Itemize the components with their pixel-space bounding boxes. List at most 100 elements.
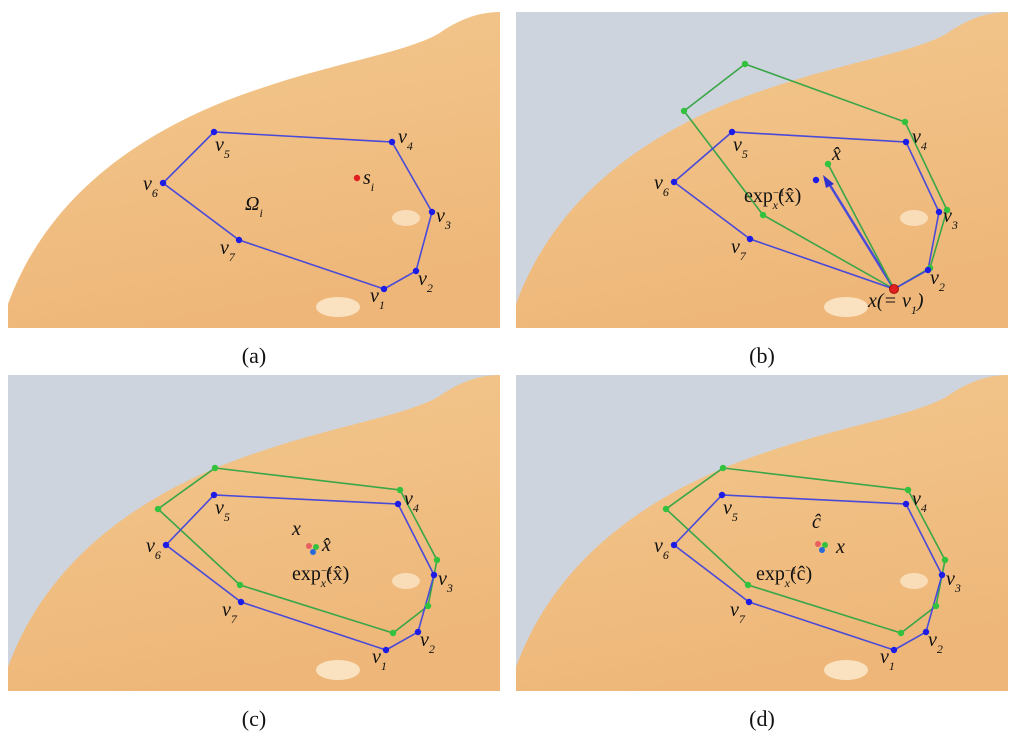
label-subscript: 6	[663, 548, 669, 562]
label-text: v	[654, 535, 663, 557]
label: x̂	[321, 534, 331, 556]
blue-vertex	[395, 501, 401, 507]
sample-point	[354, 175, 360, 181]
label-text: v	[928, 629, 937, 651]
label-subscript: 4	[921, 139, 927, 153]
label-text: v	[404, 488, 413, 510]
green-vertex	[434, 557, 440, 563]
blue-vertex	[936, 209, 942, 215]
label-text: v	[438, 568, 447, 590]
caption: (d)	[749, 706, 775, 731]
blue-vertex	[381, 286, 387, 292]
label-text: (x̂)	[326, 563, 349, 585]
label-text: x(= v	[867, 290, 911, 312]
label-text: exp	[744, 185, 773, 207]
label-text: v	[215, 497, 224, 519]
label-text: v	[146, 535, 155, 557]
green-vertex	[898, 630, 904, 636]
green-vertex	[942, 557, 948, 563]
green-vertex	[237, 582, 243, 588]
label-subscript: i	[371, 180, 374, 194]
caption: (b)	[749, 343, 775, 368]
highlight	[900, 210, 928, 226]
label-subscript: 7	[739, 612, 746, 626]
label-text: v	[370, 285, 379, 307]
blue-vertex	[939, 572, 945, 578]
blue-vertex	[903, 139, 909, 145]
green-vertex	[933, 603, 939, 609]
label-text: v	[912, 488, 921, 510]
blue-vertex	[671, 542, 677, 548]
caption: (c)	[242, 706, 266, 731]
label-text: x	[835, 536, 845, 558]
blue-vertex	[903, 501, 909, 507]
label-subscript: 7	[740, 249, 747, 263]
label-text: v	[215, 134, 224, 156]
label-text: ĉ	[812, 511, 822, 533]
green-vertex	[720, 465, 726, 471]
green-vertex	[397, 487, 403, 493]
highlight	[316, 297, 360, 317]
label-text: v	[372, 646, 381, 668]
green-vertex	[155, 506, 161, 512]
label-text: x̂	[831, 143, 841, 165]
label-subscript: 1	[889, 659, 895, 673]
highlight	[824, 297, 868, 317]
green-vertex	[663, 506, 669, 512]
label-subscript: 4	[921, 501, 927, 515]
label-subscript: 3	[951, 218, 958, 232]
label-text: (x̂)	[778, 185, 801, 207]
green-vertex	[905, 487, 911, 493]
label-text: Ω	[245, 193, 259, 215]
green-vertex	[390, 630, 396, 636]
blue-vertex	[431, 572, 437, 578]
label-subscript: 2	[427, 281, 433, 295]
blue-vertex	[429, 209, 435, 215]
label-text: v	[220, 237, 229, 259]
blue-vertex	[671, 179, 677, 185]
blue-vertex	[747, 236, 753, 242]
label-subscript: 5	[732, 510, 738, 524]
label-subscript: 4	[413, 501, 419, 515]
label-text: x	[291, 518, 301, 540]
label-subscript: 3	[446, 581, 453, 595]
label-subscript: 1	[379, 298, 385, 312]
label-text: (ĉ)	[790, 563, 812, 585]
label-text: v	[731, 236, 740, 258]
label-text: exp	[292, 563, 321, 585]
label-text: v	[654, 172, 663, 194]
label-subscript: 2	[429, 642, 435, 656]
label-subscript: 3	[954, 581, 961, 595]
label-subscript: 5	[224, 510, 230, 524]
blue-vertex	[163, 542, 169, 548]
green-point	[825, 161, 831, 167]
highlight	[392, 573, 420, 589]
green-vertex	[745, 582, 751, 588]
label-text: v	[418, 268, 427, 290]
blue-point	[813, 177, 819, 183]
label-subscript: 3	[444, 218, 451, 232]
red-point	[306, 543, 312, 549]
label-subscript: 5	[224, 147, 230, 161]
blue-point	[819, 547, 825, 553]
caption: (a)	[242, 343, 266, 368]
label-text: x̂	[321, 534, 331, 556]
label-text: )	[916, 290, 924, 312]
green-vertex	[212, 465, 218, 471]
label-subscript: 2	[937, 642, 943, 656]
blue-vertex	[238, 599, 244, 605]
label-subscript: 6	[663, 185, 669, 199]
highlight	[900, 573, 928, 589]
label-subscript: i	[259, 206, 262, 220]
label-subscript: 7	[229, 250, 236, 264]
label-subscript: 4	[407, 139, 413, 153]
label-text: v	[398, 126, 407, 148]
label-text: v	[880, 646, 889, 668]
highlight	[316, 660, 360, 680]
label-text: v	[420, 629, 429, 651]
panel: v1v2v3v4v5v6v7ĉxexp−1x(ĉ)	[516, 375, 1008, 691]
label-text: v	[436, 205, 445, 227]
label-subscript: 6	[155, 548, 161, 562]
label-text: v	[943, 205, 952, 227]
